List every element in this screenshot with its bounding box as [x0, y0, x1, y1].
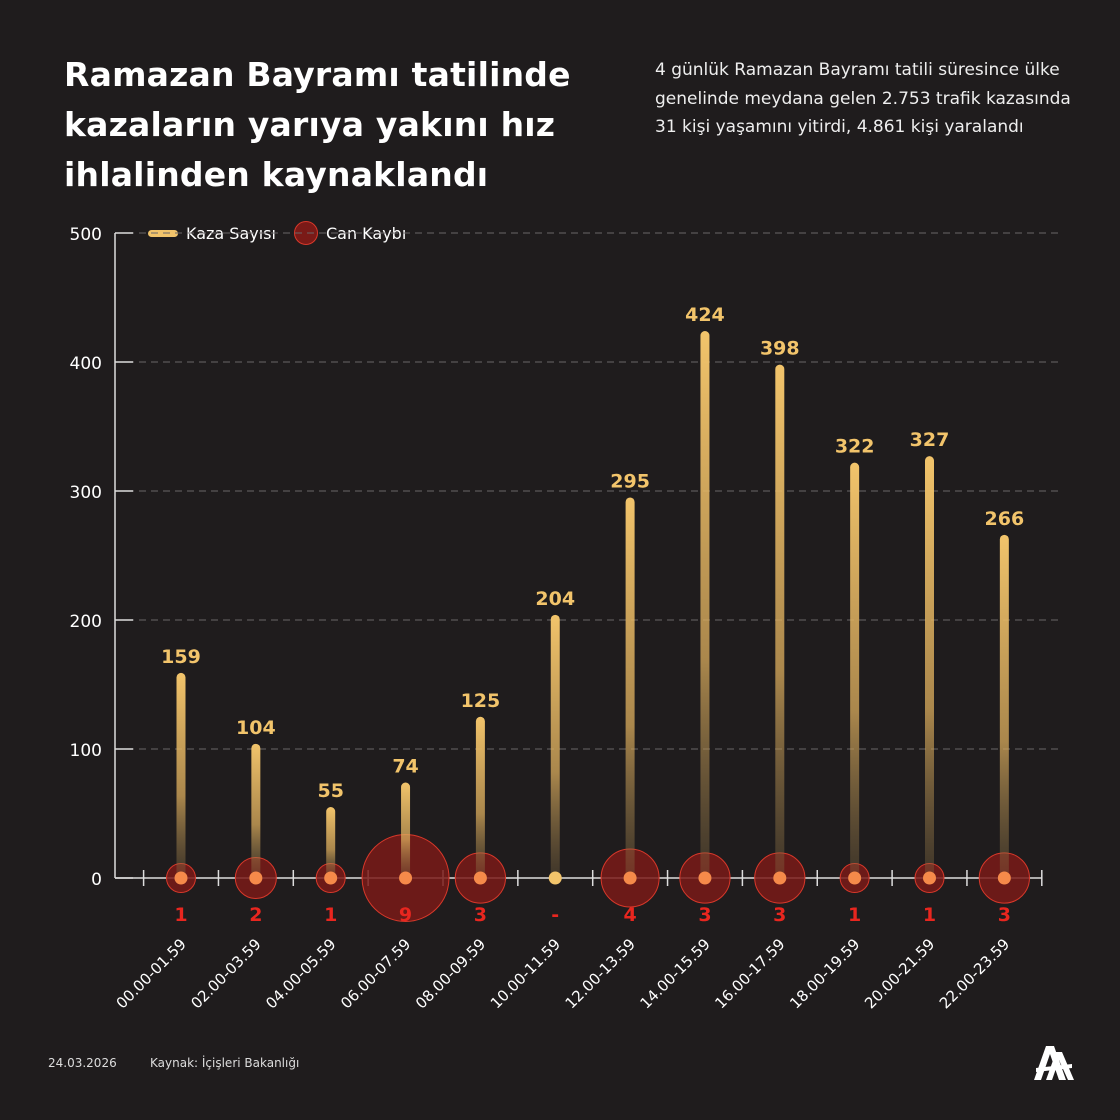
- bar-dot: [473, 871, 487, 885]
- category-label: 18.00-19.59: [786, 935, 863, 1012]
- death-value-label: 9: [399, 904, 412, 926]
- accident-value-label: 327: [910, 429, 950, 451]
- bar-dot: [548, 871, 562, 885]
- death-value-label: 2: [249, 904, 262, 926]
- category-label: 08.00-09.59: [412, 935, 489, 1012]
- death-value-label: 1: [923, 904, 936, 926]
- death-value-label: 3: [773, 904, 786, 926]
- accident-value-label: 104: [236, 717, 276, 739]
- bar-dot: [623, 871, 637, 885]
- accident-value-label: 398: [760, 338, 800, 360]
- bar-dot: [249, 871, 263, 885]
- accident-value-label: 159: [161, 646, 201, 668]
- category-label: 22.00-23.59: [936, 935, 1013, 1012]
- legend-kaza: Kaza Sayısı: [186, 223, 276, 243]
- accident-bar: [850, 462, 860, 878]
- category-label: 00.00-01.59: [113, 935, 190, 1012]
- accident-value-label: 266: [985, 508, 1025, 530]
- accident-value-label: 125: [461, 690, 501, 712]
- death-value-label: 1: [848, 904, 861, 926]
- y-tick-label: 400: [70, 354, 102, 374]
- accident-bar: [550, 614, 560, 878]
- accident-value-label: 204: [535, 588, 575, 610]
- accident-bar: [625, 497, 635, 878]
- accident-value-label: 55: [317, 780, 343, 802]
- y-tick-label: 200: [70, 612, 102, 632]
- category-label: 12.00-13.59: [562, 935, 639, 1012]
- footer-date: 24.03.2026: [48, 1056, 117, 1070]
- category-label: 16.00-17.59: [711, 935, 788, 1012]
- accident-bar: [251, 743, 261, 878]
- accident-value-label: 322: [835, 436, 875, 458]
- accident-bar: [475, 716, 485, 878]
- accident-bar: [700, 331, 710, 878]
- y-tick-label: 0: [91, 870, 102, 890]
- bar-dot: [923, 871, 936, 885]
- y-tick-label: 500: [70, 225, 102, 245]
- bar-dot: [399, 871, 413, 885]
- bar-dot: [174, 871, 188, 885]
- y-tick-label: 300: [70, 483, 102, 503]
- death-value-label: 3: [698, 904, 711, 926]
- aa-logo-icon: [1032, 1042, 1076, 1086]
- subtitle: 4 günlük Ramazan Bayramı tatili süresinc…: [655, 60, 1071, 137]
- category-label: 04.00-05.59: [262, 935, 339, 1012]
- category-label: 06.00-07.59: [337, 935, 414, 1012]
- accident-value-label: 424: [685, 304, 725, 326]
- category-label: 10.00-11.59: [487, 935, 564, 1012]
- accident-bar: [176, 672, 186, 878]
- death-value-label: 1: [174, 904, 187, 926]
- legend-can: Can Kaybı: [325, 223, 407, 243]
- y-tick-label: 100: [70, 741, 102, 761]
- accident-bar: [999, 534, 1009, 878]
- category-label: 02.00-03.59: [187, 935, 264, 1012]
- accident-value-label: 295: [610, 470, 650, 492]
- death-value-label: 3: [998, 904, 1011, 926]
- accident-bar: [326, 807, 336, 878]
- accident-bar: [401, 782, 411, 878]
- category-label: 14.00-15.59: [636, 935, 713, 1012]
- bar-dot: [997, 871, 1011, 885]
- death-value-label: 1: [324, 904, 337, 926]
- bar-dot: [324, 871, 338, 885]
- accident-bar: [775, 364, 785, 879]
- page-title: Ramazan Bayramı tatilinde kazaların yarı…: [64, 55, 571, 194]
- footer-source: Kaynak: İçişleri Bakanlığı: [150, 1056, 300, 1070]
- death-value-label: 3: [474, 904, 487, 926]
- accident-bar: [925, 456, 934, 878]
- bar-dot: [773, 871, 787, 885]
- category-label: 20.00-21.59: [861, 935, 938, 1012]
- death-value-label: 4: [623, 904, 636, 926]
- bar-dot: [848, 871, 862, 885]
- death-value-label: -: [551, 904, 559, 926]
- bar-dot: [698, 871, 712, 885]
- accident-value-label: 74: [392, 756, 418, 778]
